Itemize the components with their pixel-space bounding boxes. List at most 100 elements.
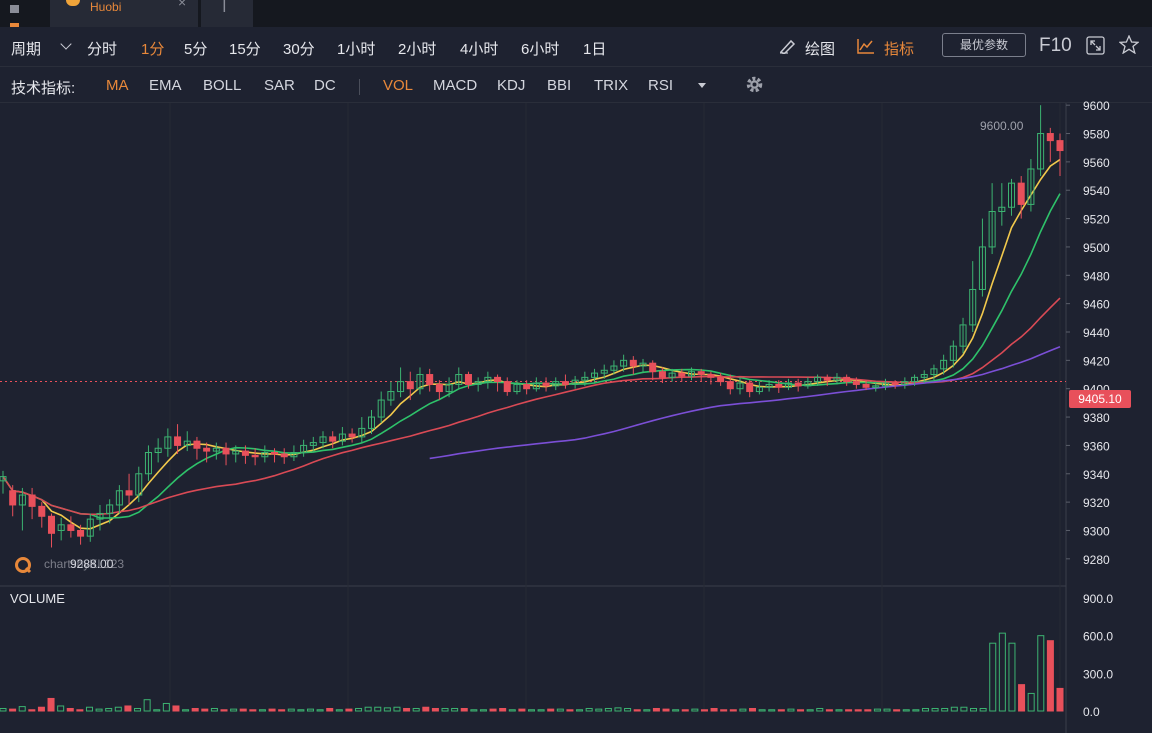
volume-bar: [652, 707, 660, 712]
candle-body: [736, 382, 744, 390]
candle-body: [658, 371, 666, 378]
chevron-down-icon[interactable]: [60, 38, 72, 50]
new-tab-button[interactable]: |: [201, 0, 253, 27]
more-indicators-caret-icon[interactable]: [698, 83, 706, 88]
candle-body: [561, 381, 569, 385]
price-tick-label: 9460: [1083, 298, 1110, 312]
interval-tab-1d[interactable]: 1日: [583, 41, 607, 58]
indicator-tab-boll[interactable]: BOLL: [203, 77, 242, 94]
interval-tab-30m[interactable]: 30分: [283, 41, 315, 58]
indicator-tab-ema[interactable]: EMA: [149, 77, 182, 94]
interval-tab-1m[interactable]: 1分: [141, 41, 165, 58]
price-tick-label: 9340: [1083, 468, 1110, 482]
candle-body: [261, 452, 269, 458]
volume-bar: [66, 707, 74, 712]
candle-body: [144, 452, 152, 475]
volume-bar: [758, 709, 766, 712]
price-tick-label: 9480: [1083, 269, 1110, 283]
settings-gear-icon[interactable]: [744, 74, 765, 95]
volume-bar: [460, 707, 468, 712]
candle-body: [1017, 182, 1025, 205]
volume-bar: [547, 708, 555, 712]
candle-body: [872, 385, 880, 388]
interval-tab-5m[interactable]: 5分: [184, 41, 208, 58]
candle-body: [397, 381, 405, 393]
f10-button[interactable]: F10: [1039, 35, 1072, 56]
draw-button[interactable]: 绘图: [805, 41, 836, 58]
candle-body: [930, 368, 938, 376]
candle-body: [96, 512, 104, 520]
price-tick-label: 9580: [1083, 128, 1110, 142]
indicator-tab-ma[interactable]: MA: [106, 77, 129, 94]
indicator-tab-rsi[interactable]: RSI: [648, 77, 674, 94]
candle-body: [358, 427, 366, 438]
chart-watermark: chartsbyKL123: [44, 557, 125, 571]
browser-tab-bar: Huobi × |: [0, 0, 1152, 31]
volume-bar: [499, 707, 507, 712]
price-tick-label: 9320: [1083, 496, 1110, 510]
indicator-tab-macd[interactable]: MACD: [433, 77, 478, 94]
volume-bar: [566, 709, 574, 712]
candle-body: [435, 383, 443, 393]
indicator-tab-vol[interactable]: VOL: [383, 77, 414, 94]
volume-bar: [239, 708, 247, 712]
candle-body: [455, 374, 463, 385]
huobi-logo-icon: [66, 0, 80, 6]
indicator-tab-kdj[interactable]: KDJ: [497, 77, 526, 94]
candle-body: [290, 452, 298, 458]
volume-bar: [1056, 687, 1064, 712]
candle-body: [309, 442, 317, 446]
volume-bar: [931, 707, 939, 712]
draw-pen-icon[interactable]: [778, 38, 798, 54]
interval-tab-1h[interactable]: 1小时: [337, 41, 376, 58]
best-params-button[interactable]: 最优参数: [942, 33, 1026, 57]
volume-bar: [998, 632, 1006, 712]
candle-body: [862, 383, 870, 388]
candle-body: [843, 376, 851, 383]
candle-body: [591, 372, 599, 378]
volume-bar: [374, 706, 382, 712]
indicator-tab-trix[interactable]: TRIX: [594, 77, 629, 94]
volume-bar: [85, 706, 93, 712]
candle-body: [416, 374, 424, 390]
volume-panel-label: VOLUME: [10, 591, 65, 606]
interval-tab-6h[interactable]: 6小时: [521, 41, 560, 58]
interval-tab-15m[interactable]: 15分: [229, 41, 261, 58]
volume-bar: [854, 709, 862, 712]
volume-bar: [864, 709, 872, 712]
volume-bar: [124, 705, 132, 712]
candle-body: [387, 391, 395, 401]
volume-bar: [691, 708, 699, 712]
candle-body: [1008, 182, 1016, 208]
volume-bar: [960, 706, 968, 712]
indicator-tab-bbi[interactable]: BBI: [547, 77, 572, 94]
interval-tab-4h[interactable]: 4小时: [460, 41, 499, 58]
candle-body: [57, 524, 65, 531]
volume-bar: [768, 709, 776, 712]
candle-body: [610, 365, 618, 371]
candle-body: [367, 416, 376, 429]
indicator-chart-icon[interactable]: [857, 38, 875, 54]
volume-bar: [9, 708, 17, 712]
volume-bar: [383, 707, 391, 712]
tab-huobi[interactable]: Huobi ×: [50, 0, 198, 27]
tab-title: Huobi: [90, 0, 122, 14]
interval-tab-2h[interactable]: 2小时: [398, 41, 437, 58]
fullscreen-icon[interactable]: [1086, 36, 1105, 55]
candle-body: [513, 383, 521, 393]
indicator-tab-sar[interactable]: SAR: [264, 77, 295, 94]
price-axis: 9600958095609540952095009480946094409420…: [1066, 99, 1113, 719]
candle-body: [280, 453, 288, 458]
indicator-toolbar: 技术指标: MA EMA BOLL SAR DC VOL MACD KDJ BB…: [0, 67, 1152, 103]
candle-body: [523, 383, 531, 390]
star-favorite-icon[interactable]: [1119, 35, 1139, 54]
close-tab-icon[interactable]: ×: [178, 0, 187, 10]
volume-bar: [643, 709, 651, 712]
indicator-tab-dc[interactable]: DC: [314, 77, 336, 94]
indicator-button[interactable]: 指标: [884, 41, 915, 58]
interval-tab-timeshare[interactable]: 分时: [87, 41, 118, 58]
candle-body: [67, 524, 75, 531]
volume-bar: [777, 709, 785, 712]
candle-body: [949, 345, 957, 361]
